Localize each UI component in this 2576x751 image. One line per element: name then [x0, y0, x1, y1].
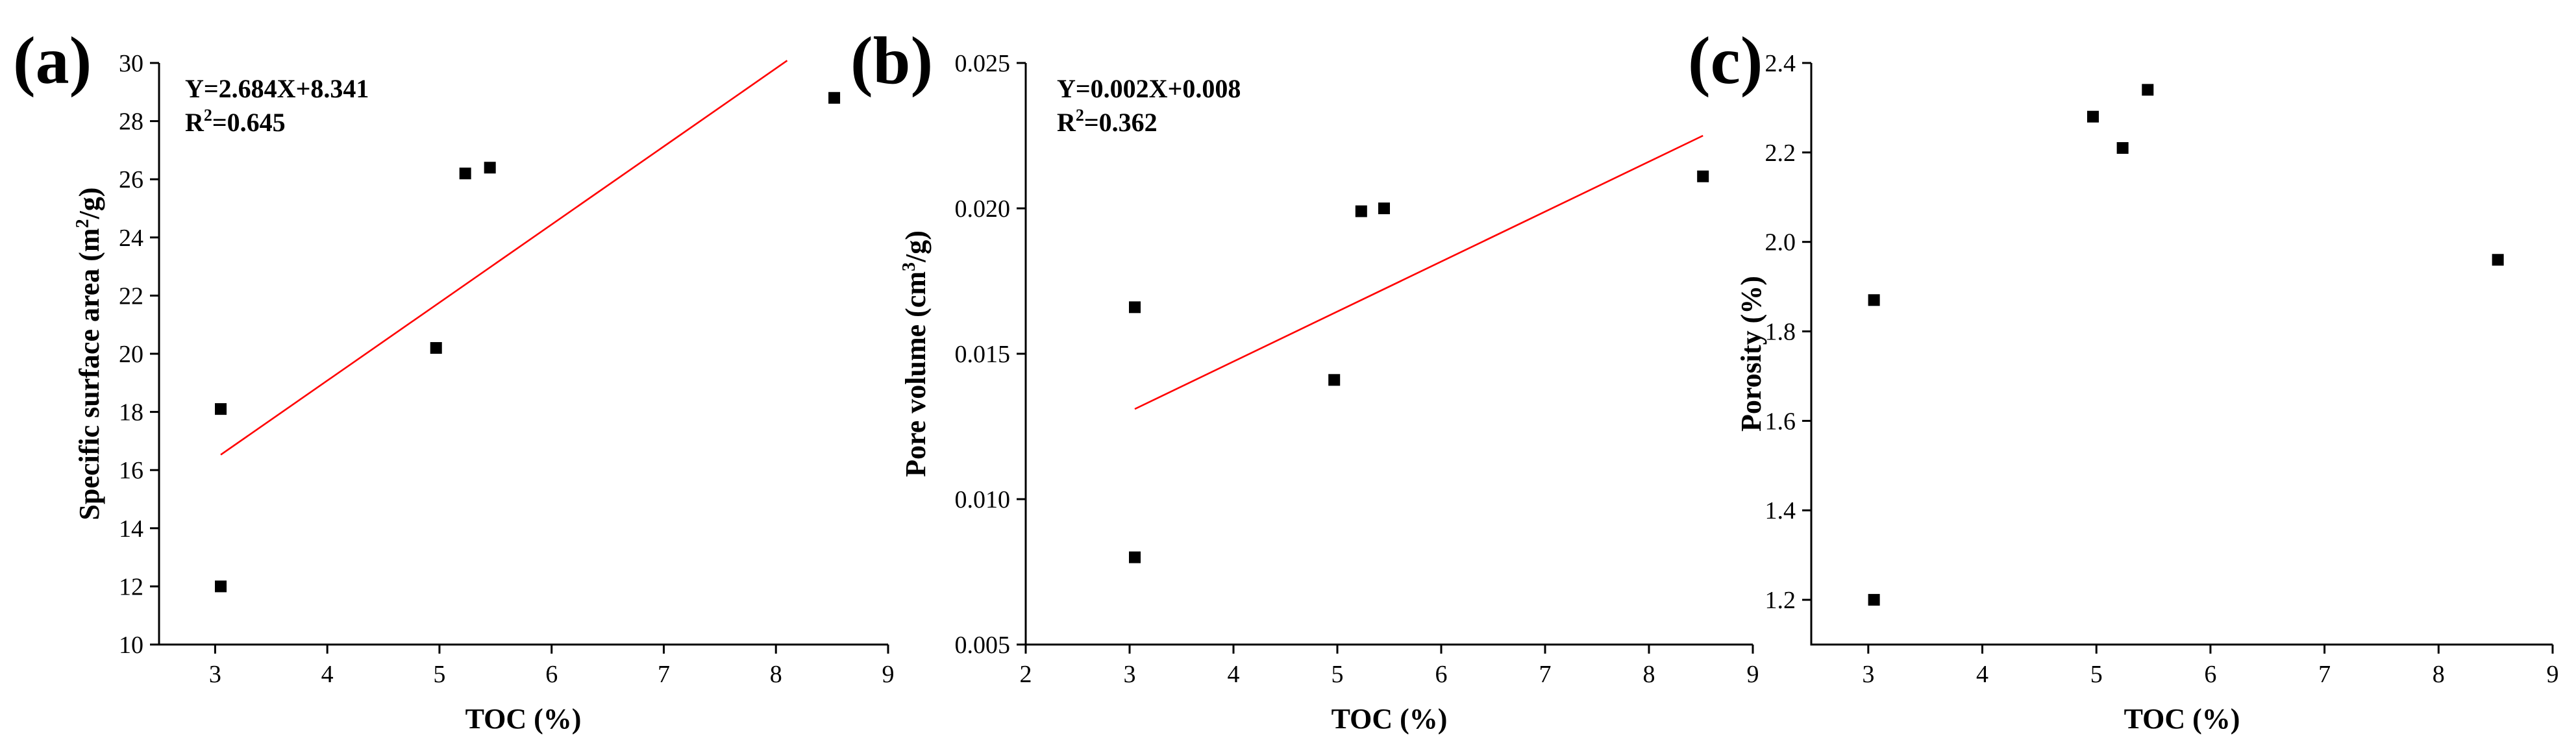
x-tick-label-b: 7 — [1539, 661, 1552, 688]
data-point-b — [1129, 301, 1141, 314]
x-tick-label-a: 5 — [433, 661, 445, 688]
y-tick-label-a: 24 — [119, 225, 143, 252]
data-point-b — [1378, 203, 1390, 214]
x-tick-label-a: 8 — [770, 661, 782, 688]
x-tick-label-a: 9 — [882, 661, 895, 688]
panel-label-a: (a) — [13, 23, 92, 98]
data-point-c — [1868, 294, 1880, 306]
x-axis-title-c: TOC (%) — [2124, 703, 2240, 735]
data-point-a — [484, 162, 496, 174]
y-tick-label-a: 16 — [119, 457, 143, 484]
y-tick-label-b: 0.015 — [955, 341, 1011, 368]
data-point-a — [828, 92, 841, 104]
y-axis-title-b: Pore volume (cm3/g) — [899, 230, 932, 477]
data-point-c — [2142, 84, 2154, 96]
data-point-b — [1328, 374, 1341, 386]
data-point-c — [1868, 594, 1880, 606]
x-tick-label-c: 7 — [2318, 661, 2331, 688]
x-axis-title-b: TOC (%) — [1331, 703, 1448, 735]
y-tick-label-a: 30 — [119, 50, 143, 77]
fit-equation-a: Y=2.684X+8.341 — [185, 74, 369, 103]
x-tick-label-b: 2 — [1020, 661, 1032, 688]
y-tick-label-a: 14 — [119, 515, 143, 543]
x-tick-label-a: 3 — [209, 661, 221, 688]
y-tick-label-c: 1.6 — [1765, 408, 1796, 435]
y-tick-label-a: 10 — [119, 632, 143, 659]
y-tick-label-b: 0.010 — [955, 486, 1011, 513]
x-tick-label-b: 3 — [1124, 661, 1136, 688]
x-tick-label-b: 8 — [1643, 661, 1655, 688]
y-axis-title-c: Porosity (%) — [1735, 276, 1767, 432]
r-squared-a: R2=0.645 — [185, 106, 286, 137]
y-tick-label-a: 18 — [119, 399, 143, 426]
x-tick-label-b: 5 — [1331, 661, 1344, 688]
y-tick-label-a: 12 — [119, 573, 143, 600]
y-tick-label-a: 26 — [119, 166, 143, 193]
r-squared-b: R2=0.362 — [1057, 106, 1158, 137]
data-point-a — [215, 403, 227, 415]
x-tick-label-b: 4 — [1228, 661, 1240, 688]
y-axis-title-a: Specific surface area (m2/g) — [73, 188, 105, 521]
data-point-a — [459, 167, 471, 180]
x-tick-label-c: 8 — [2433, 661, 2445, 688]
x-tick-label-a: 7 — [658, 661, 670, 688]
y-tick-label-b: 0.020 — [955, 195, 1011, 223]
x-tick-label-b: 9 — [1747, 661, 1759, 688]
y-tick-label-b: 0.025 — [955, 50, 1011, 77]
chart-panel-b: (b) TOC (%) Pore volume (cm3/g) Y=0.002X… — [850, 23, 1759, 735]
y-tick-label-c: 1.8 — [1765, 319, 1796, 346]
panel-label-c: (c) — [1688, 23, 1763, 98]
panel-label-b: (b) — [850, 23, 933, 98]
y-tick-label-c: 2.0 — [1765, 229, 1796, 256]
x-tick-label-c: 9 — [2547, 661, 2559, 688]
x-tick-label-c: 6 — [2204, 661, 2216, 688]
y-tick-label-a: 28 — [119, 108, 143, 136]
x-axis-title-a: TOC (%) — [465, 703, 582, 735]
y-tick-label-c: 1.2 — [1765, 587, 1796, 614]
y-tick-label-c: 2.4 — [1765, 50, 1796, 77]
x-tick-label-c: 3 — [1862, 661, 1874, 688]
y-tick-label-b: 0.005 — [955, 632, 1011, 659]
x-tick-label-c: 4 — [1976, 661, 1988, 688]
fit-line-b — [1134, 134, 1703, 410]
data-point-a — [215, 580, 227, 593]
x-tick-label-b: 6 — [1435, 661, 1448, 688]
x-tick-label-c: 5 — [2090, 661, 2103, 688]
y-tick-label-c: 1.4 — [1765, 497, 1796, 524]
x-tick-label-a: 6 — [545, 661, 558, 688]
x-tick-label-a: 4 — [321, 661, 334, 688]
y-tick-label-a: 22 — [119, 282, 143, 310]
y-tick-label-c: 2.2 — [1765, 140, 1796, 167]
axes-c — [1810, 63, 2553, 646]
data-point-c — [2087, 110, 2099, 123]
chart-panel-a: (a) TOC (%) Specific surface area (m2/g)… — [13, 23, 895, 735]
data-point-c — [2492, 254, 2504, 266]
data-point-a — [430, 342, 442, 354]
data-point-b — [1697, 170, 1709, 182]
data-point-b — [1355, 205, 1367, 217]
y-tick-label-a: 20 — [119, 341, 143, 368]
fit-equation-b: Y=0.002X+0.008 — [1057, 74, 1241, 103]
data-point-b — [1129, 551, 1141, 563]
fit-line-a — [220, 60, 788, 456]
data-point-c — [2116, 142, 2129, 154]
